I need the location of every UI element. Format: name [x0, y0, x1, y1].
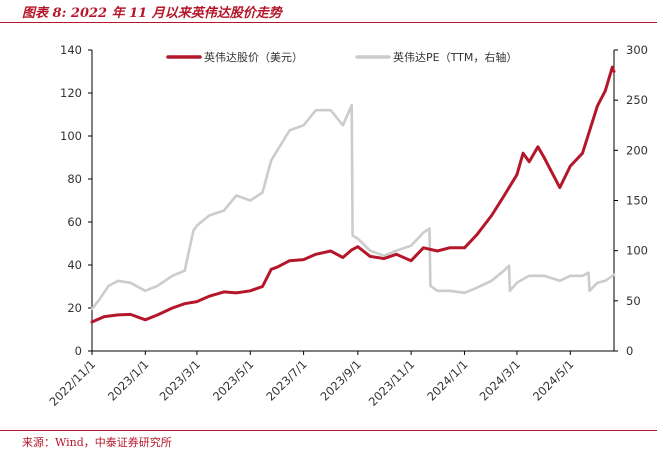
source-rule — [0, 430, 657, 431]
chart-legend: 英伟达股价（美元） 英伟达PE（TTM，右轴） — [166, 50, 517, 64]
title-rule — [0, 22, 657, 23]
x-tick-label: 2023/1/1 — [105, 357, 151, 403]
x-tick-label: 2022/11/1 — [47, 357, 99, 409]
y-left-tick-label: 20 — [67, 301, 82, 315]
legend-label: 英伟达股价（美元） — [204, 50, 303, 64]
share-price-series-line — [90, 65, 616, 324]
figure-header: 图表 8: 2022 年 11 月以来英伟达股价走势 — [0, 0, 657, 26]
x-tick-label: 2023/5/1 — [210, 357, 256, 403]
y-right-tick-label: 200 — [626, 143, 648, 157]
y-left-tick-label: 60 — [67, 215, 82, 229]
y-left-tick-label: 120 — [60, 86, 82, 100]
y-right-tick-label: 300 — [626, 43, 648, 57]
pe-ratio-series-line — [90, 103, 616, 311]
legend-label: 英伟达PE（TTM，右轴） — [393, 50, 517, 64]
x-tick-label: 2023/3/1 — [157, 357, 203, 403]
chart-series — [90, 65, 616, 324]
y-right-tick-label: 250 — [626, 93, 648, 107]
chart-axes: 0 20 40 60 80 100 120 140 0 50 100 150 200 250 300 2022… — [47, 43, 648, 409]
y-left-tick-label: 0 — [75, 344, 82, 358]
y-left-tick-label: 80 — [67, 172, 82, 186]
x-tick-label: 2023/9/1 — [318, 357, 364, 403]
figure-title: 图表 8: 2022 年 11 月以来英伟达股价走势 — [22, 6, 282, 21]
y-left-tick-label: 100 — [60, 129, 82, 143]
source-note: 来源：Wind，中泰证券研究所 — [22, 436, 172, 449]
y-right-tick-label: 100 — [626, 244, 648, 258]
y-left-tick-label: 140 — [60, 43, 82, 57]
x-tick-label: 2024/5/1 — [530, 357, 576, 403]
x-tick-label: 2023/11/1 — [366, 357, 418, 409]
x-tick-label: 2023/7/1 — [263, 357, 309, 403]
y-right-tick-label: 150 — [626, 194, 648, 208]
y-right-tick-label: 0 — [626, 344, 633, 358]
x-tick-label: 2024/3/1 — [477, 357, 523, 403]
x-tick-label: 2024/1/1 — [424, 357, 470, 403]
y-left-tick-label: 40 — [67, 258, 82, 272]
y-right-tick-label: 50 — [626, 294, 641, 308]
